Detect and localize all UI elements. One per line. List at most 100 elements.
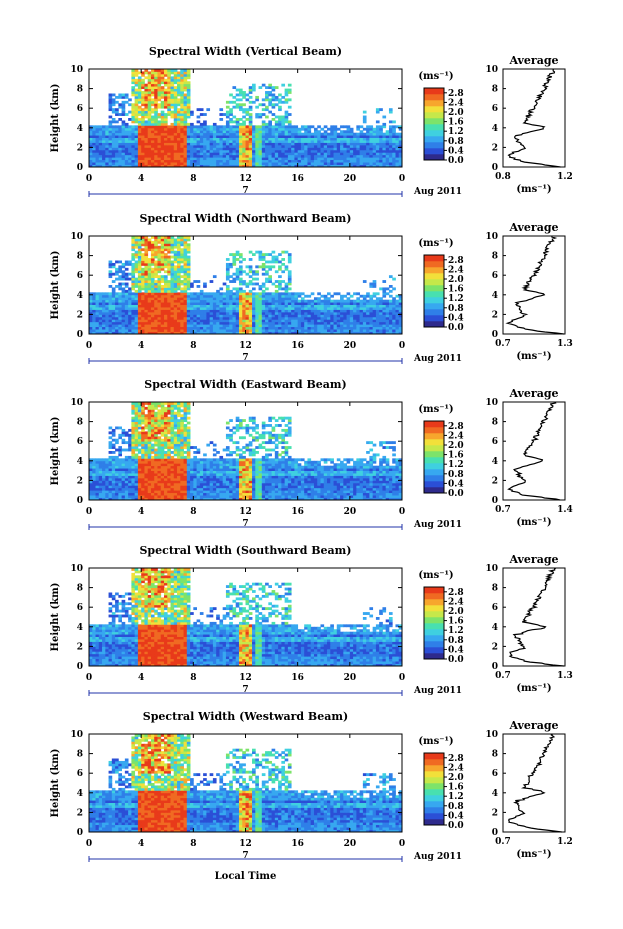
colorbar-tick-label: 1.6 [448, 451, 464, 461]
colorbar-swatch [424, 118, 444, 125]
y-tick-label: 8 [77, 418, 83, 428]
colorbar-tick-label: 2.4 [448, 265, 464, 275]
colorbar-swatch [424, 587, 444, 594]
y-tick-label: 8 [77, 750, 83, 760]
colorbar-swatch [424, 801, 444, 808]
x-tick-label: 4 [138, 174, 144, 184]
panel-title: Spectral Width (Eastward Beam) [144, 378, 346, 391]
profile-x-label: (ms⁻¹) [516, 351, 551, 362]
colorbar-swatch [424, 303, 444, 310]
x-tick-label: 16 [291, 839, 304, 849]
colorbar-swatch [424, 291, 444, 298]
colorbar-tick-label: 0.0 [448, 821, 464, 831]
colorbar-swatch [424, 112, 444, 119]
y-tick-label: 6 [77, 769, 83, 779]
colorbar-tick-label: 0.8 [448, 470, 464, 480]
profile-y-tick-label: 2 [492, 476, 498, 486]
colorbar-swatch [424, 635, 444, 642]
profile-y-tick-label: 8 [492, 584, 498, 594]
y-tick-label: 2 [77, 642, 83, 652]
profile-y-tick-label: 0 [492, 662, 498, 672]
date-day: 7 [242, 186, 248, 196]
x-tick-label: 16 [291, 507, 304, 517]
profile-x-tick-label: 0.7 [495, 671, 511, 681]
colorbar-frame [423, 420, 445, 494]
x-tick-label: 12 [239, 673, 252, 683]
colorbar-tick-label: 1.2 [448, 294, 464, 304]
colorbar-tick-label: 2.8 [448, 588, 464, 598]
x-tick-label: 20 [344, 174, 357, 184]
x-tick-label: 12 [239, 507, 252, 517]
colorbar-swatch [424, 136, 444, 143]
profile-y-tick-label: 0 [492, 163, 498, 173]
colorbar-swatch [424, 255, 444, 262]
colorbar-swatch [424, 777, 444, 784]
colorbar-tick-label: 0.4 [448, 313, 464, 323]
colorbar-tick-label: 2.0 [448, 108, 464, 118]
colorbar-swatch [424, 148, 444, 155]
y-tick-label: 2 [77, 808, 83, 818]
y-tick-label: 0 [77, 163, 83, 173]
profile-x-tick-label: 1.2 [557, 172, 573, 182]
profile-x-label: (ms⁻¹) [516, 849, 551, 860]
profile-y-tick-label: 4 [492, 291, 498, 301]
heatmap-field [89, 69, 402, 167]
x-tick-label: 12 [239, 341, 252, 351]
colorbar-swatch [424, 433, 444, 440]
colorbar-unit: (ms⁻¹) [418, 570, 453, 581]
colorbar-frame [423, 586, 445, 660]
profile-x-label: (ms⁻¹) [516, 683, 551, 694]
profile-x-tick-label: 0.7 [495, 505, 511, 515]
profile-y-tick-label: 0 [492, 828, 498, 838]
colorbar-swatch [424, 427, 444, 434]
profile-x-label: (ms⁻¹) [516, 517, 551, 528]
colorbar-swatch [424, 789, 444, 796]
colorbar-swatch [424, 813, 444, 820]
colorbar-swatch [424, 285, 444, 292]
y-tick-label: 10 [70, 730, 83, 740]
y-tick-label: 2 [77, 143, 83, 153]
colorbar-swatch [424, 469, 444, 476]
colorbar-swatch [424, 100, 444, 107]
colorbar-swatch [424, 605, 444, 612]
x-tick-label: 0 [399, 673, 405, 683]
profile-title: Average [508, 387, 558, 400]
profile-y-tick-label: 8 [492, 85, 498, 95]
colorbar-swatch [424, 765, 444, 772]
colorbar-swatch [424, 279, 444, 286]
colorbar-swatch [424, 124, 444, 131]
colorbar-unit: (ms⁻¹) [418, 404, 453, 415]
profile-y-tick-label: 6 [492, 769, 498, 779]
colorbar-tick-label: 2.8 [448, 422, 464, 432]
x-tick-label: 0 [86, 673, 92, 683]
colorbar-tick-label: 0.8 [448, 636, 464, 646]
x-tick-label: 8 [190, 507, 196, 517]
x-tick-label: 0 [86, 507, 92, 517]
profile-y-tick-label: 6 [492, 437, 498, 447]
heatmap-field [89, 402, 402, 500]
x-axis-label: Local Time [215, 871, 277, 882]
colorbar-swatch [424, 106, 444, 113]
y-tick-label: 10 [70, 564, 83, 574]
profile-y-tick-label: 10 [485, 730, 498, 740]
y-tick-label: 2 [77, 476, 83, 486]
profile-x-tick-label: 0.7 [495, 837, 511, 847]
panel-title: Spectral Width (Southward Beam) [139, 544, 351, 557]
colorbar-tick-label: 0.0 [448, 156, 464, 166]
profile-x-tick-label: 1.3 [557, 339, 573, 349]
y-axis-label: Height (km) [50, 417, 61, 486]
colorbar-tick-label: 0.0 [448, 323, 464, 333]
y-tick-label: 0 [77, 662, 83, 672]
x-tick-label: 20 [344, 839, 357, 849]
profile-y-tick-label: 8 [492, 750, 498, 760]
profile-title: Average [508, 54, 558, 67]
colorbar-swatch [424, 753, 444, 760]
date-day: 7 [242, 851, 248, 861]
colorbar-frame [423, 254, 445, 328]
profile-frame [502, 733, 566, 833]
profile-x-label: (ms⁻¹) [516, 184, 551, 195]
y-tick-label: 8 [77, 252, 83, 262]
y-axis-label: Height (km) [50, 84, 61, 153]
colorbar-swatch [424, 771, 444, 778]
